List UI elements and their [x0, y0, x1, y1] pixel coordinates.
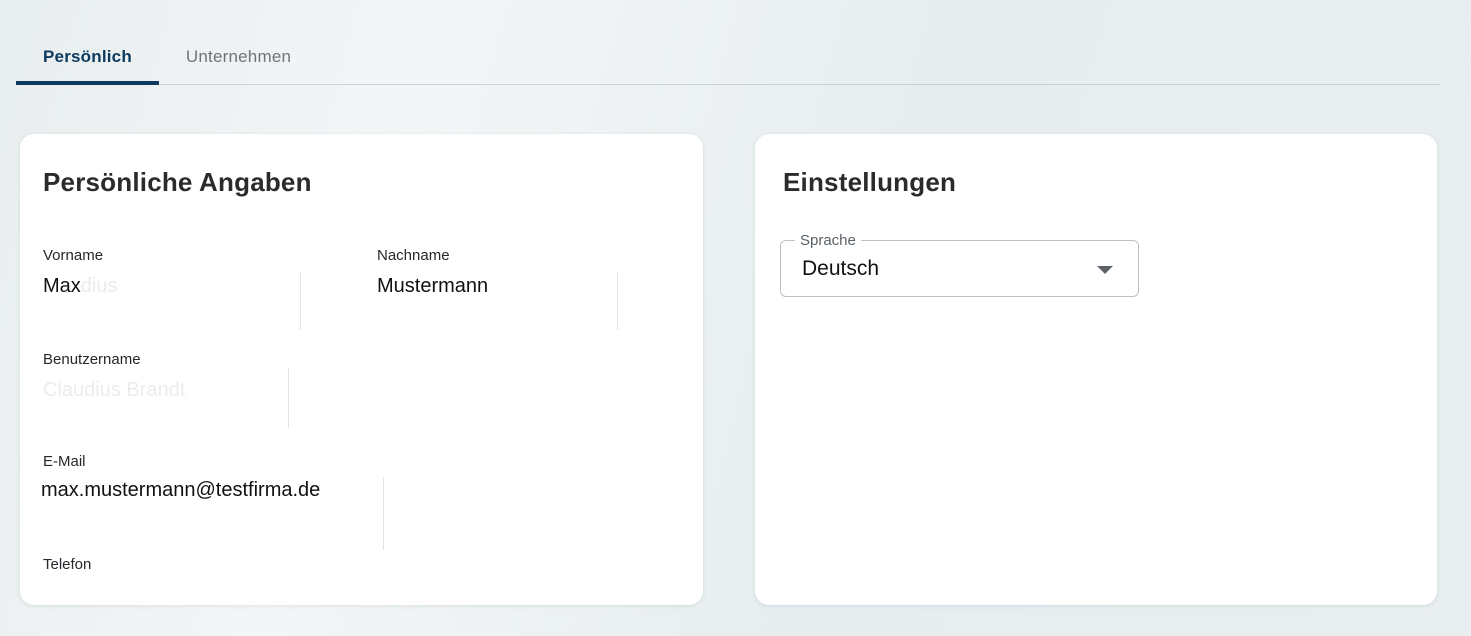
vorname-value: Maxdius [43, 275, 118, 298]
nachname-label: Nachname [377, 247, 450, 264]
settings-card: Einstellungen Sprache Deutsch [755, 134, 1437, 605]
vorname-divider [300, 272, 301, 330]
tab-persoenlich[interactable]: Persönlich [16, 29, 159, 85]
language-select-value: Deutsch [802, 256, 880, 280]
tab-unternehmen-label: Unternehmen [185, 46, 292, 66]
benutzername-label: Benutzername [43, 351, 141, 368]
dropdown-arrow-icon [1097, 265, 1113, 274]
vorname-ghost-text: dius [80, 275, 118, 297]
personal-data-card: Persönliche Angaben Vorname Maxdius Nach… [20, 134, 703, 605]
tab-unternehmen[interactable]: Unternehmen [159, 29, 318, 84]
telefon-label: Telefon [43, 556, 92, 573]
benutzername-ghost-value: Claudius Brandt [43, 379, 186, 401]
email-value: max.mustermann@testfirma.de [41, 479, 321, 501]
benutzername-divider [288, 368, 289, 428]
vorname-current-value: Max [43, 275, 81, 297]
nachname-value: Mustermann [377, 275, 489, 297]
language-select-label: Sprache [795, 231, 861, 250]
tab-persoenlich-label: Persönlich [43, 46, 132, 66]
settings-card-title: Einstellungen [783, 167, 957, 197]
email-divider [383, 477, 384, 550]
personal-card-title: Persönliche Angaben [43, 167, 312, 197]
language-select[interactable]: Sprache Deutsch [780, 231, 1139, 297]
vorname-label: Vorname [43, 247, 104, 264]
nachname-divider [617, 272, 618, 330]
tab-bar: Persönlich Unternehmen [16, 29, 1440, 85]
email-label: E-Mail [43, 453, 86, 470]
